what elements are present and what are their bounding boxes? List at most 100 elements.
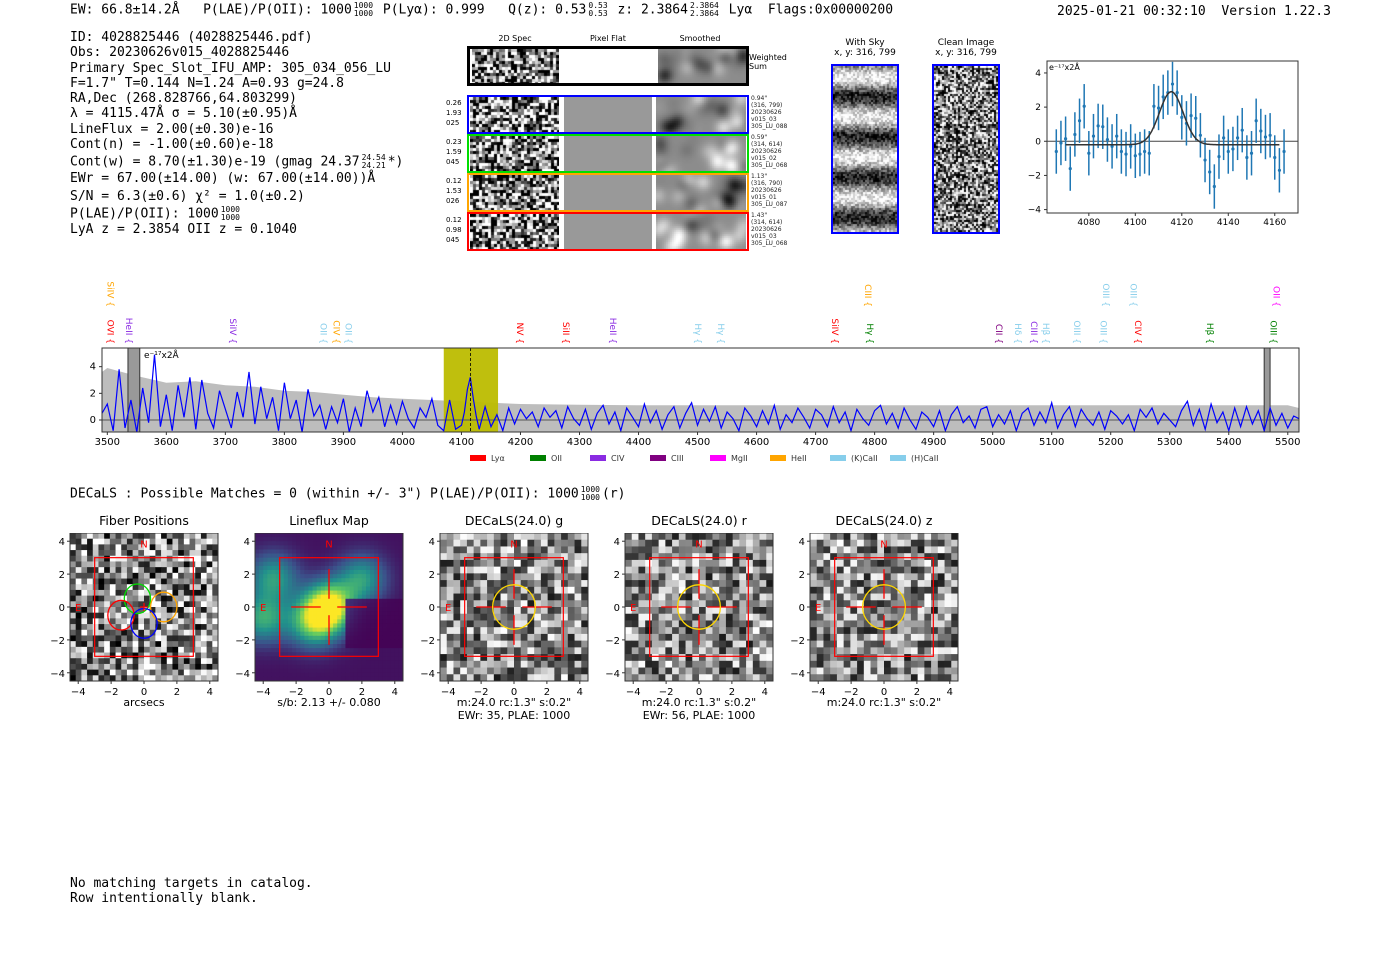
qz-range: 0.53 0.53 bbox=[588, 2, 607, 18]
panel-title: DECaLS(24.0) g bbox=[464, 513, 564, 528]
x-tick-label: 4200 bbox=[508, 437, 533, 448]
flux-line bbox=[102, 354, 1299, 432]
data-point bbox=[1217, 155, 1221, 159]
fiber-stat: 1.93 bbox=[446, 109, 462, 117]
decals-plae-range: 1000 1000 bbox=[581, 486, 600, 502]
x-tick-label: 5000 bbox=[980, 437, 1005, 448]
legend-label: CIII bbox=[671, 454, 684, 463]
weighted-2d-spec-image bbox=[472, 49, 559, 83]
decals-plae-lo: 1000 bbox=[580, 493, 600, 502]
contw-end: *) bbox=[387, 154, 404, 170]
x-tick-label: 4140 bbox=[1217, 218, 1240, 228]
emission-line-label: SiIV { bbox=[227, 318, 237, 344]
emission-line-label: CIII { bbox=[1028, 321, 1038, 344]
data-point bbox=[1115, 134, 1119, 138]
fiber-info-line: (314, 614) bbox=[751, 141, 783, 148]
fiber-stats: 0.12 0.98 045 bbox=[446, 215, 462, 245]
data-point bbox=[1212, 184, 1216, 189]
data-point bbox=[1240, 128, 1244, 132]
fiber-spec-row bbox=[467, 212, 749, 251]
east-label: E bbox=[260, 603, 266, 614]
emission-line-label: HeII { bbox=[123, 318, 133, 344]
x-tick-label: 5200 bbox=[1098, 437, 1123, 448]
data-point bbox=[1129, 144, 1133, 148]
clean-image bbox=[932, 64, 1000, 234]
qz-value: Q(z): 0.53 bbox=[508, 2, 587, 18]
panel-caption: arcsecs bbox=[60, 696, 228, 710]
emission-line-label: Hδ { bbox=[1012, 323, 1022, 344]
fiber-info-line: v015_01 bbox=[751, 194, 777, 201]
fiber-spec-row bbox=[467, 95, 749, 134]
x-tick-label: −2 bbox=[659, 687, 674, 698]
emission-line-label: SiII { bbox=[560, 322, 570, 344]
aperture-box bbox=[649, 557, 749, 657]
gmag-lo: 24.21 bbox=[361, 161, 386, 171]
data-point bbox=[1245, 155, 1249, 160]
fiber-2d-spec-image bbox=[470, 97, 559, 132]
fiber-spec-row bbox=[467, 134, 749, 173]
legend-swatch bbox=[890, 455, 906, 461]
legend-label: (H)CaII bbox=[911, 454, 938, 463]
emission-line-label: OVI { bbox=[104, 320, 114, 344]
data-point bbox=[1161, 95, 1165, 99]
fiber-info-line: v015_03 bbox=[751, 233, 777, 240]
y-tick-label: 2 bbox=[614, 570, 620, 581]
y-tick-label: −2 bbox=[235, 636, 250, 647]
x-tick-label: 0 bbox=[141, 687, 147, 698]
x-tick-label: 3900 bbox=[331, 437, 356, 448]
fiber-info-line: 305_LU_087 bbox=[751, 201, 788, 208]
emission-line-label: OIII { bbox=[1128, 283, 1138, 307]
x-tick-label: 0 bbox=[326, 687, 332, 698]
unit-label: e⁻¹⁷x2Å bbox=[144, 349, 180, 361]
data-point bbox=[1077, 119, 1082, 123]
data-point bbox=[1096, 124, 1100, 128]
plae-lo: 1000 bbox=[353, 9, 374, 18]
footer-line-1: No matching targets in catalog. bbox=[70, 876, 313, 891]
x-tick-label: 4500 bbox=[685, 437, 710, 448]
aperture-box bbox=[464, 557, 564, 657]
x-tick-label: 4160 bbox=[1263, 218, 1286, 228]
cutout-panel-image: N E −4 −4 −2 −2 0 0 2 2 4 4 bbox=[605, 533, 774, 698]
x-tick-label: 3800 bbox=[272, 437, 297, 448]
info-line: Obs: 20230626v015_4028825446 bbox=[70, 45, 290, 61]
y-tick-label: 2 bbox=[90, 388, 96, 399]
fiber-circle bbox=[149, 591, 178, 623]
legend-label: CIV bbox=[611, 454, 625, 463]
legend-label: Lyα bbox=[491, 454, 505, 463]
east-label: E bbox=[75, 603, 81, 614]
x-tick-label: 4300 bbox=[567, 437, 592, 448]
data-point bbox=[1273, 155, 1277, 160]
legend-swatch bbox=[530, 455, 546, 461]
panel-caption-line: EWr: 56, PLAE: 1000 bbox=[642, 708, 756, 722]
fiber-info-line: 305_LU_088 bbox=[751, 123, 788, 130]
info-plae-range: 1000 1000 bbox=[220, 204, 240, 222]
gaussian-fit-curve bbox=[1065, 90, 1280, 146]
emission-line-label: Hγ { bbox=[864, 323, 874, 344]
fiber-smoothed-image bbox=[656, 97, 746, 132]
y-tick-label: −2 bbox=[790, 636, 805, 647]
z-value: z: 2.3864 bbox=[617, 2, 688, 18]
x-tick-label: −4 bbox=[441, 687, 456, 698]
fiber-stat: 0.98 bbox=[446, 226, 462, 234]
cutout-panel-fiber: N E −4 −4 −2 −2 0 0 2 2 4 4 bbox=[50, 533, 219, 698]
data-point bbox=[1263, 135, 1268, 139]
x-tick-label: 3700 bbox=[213, 437, 238, 448]
fiber-smoothed-image bbox=[656, 214, 746, 249]
x-tick-label: 3500 bbox=[95, 437, 120, 448]
panel-caption-line: s/b: 2.13 +/- 0.080 bbox=[277, 696, 381, 709]
info-block: ID: 4028825446 (4028825446.pdf) Obs: 2023… bbox=[70, 30, 403, 237]
emission-line-label: OIII { bbox=[1268, 320, 1278, 344]
with-sky-coords: x, y: 316, 799 bbox=[834, 48, 896, 58]
panel-caption: m:24.0 rc:1.3" s:0.2" bbox=[800, 696, 968, 710]
weighted-smoothed-image bbox=[658, 49, 746, 83]
info-plae-text: P(LAE)/P(OII): 1000 bbox=[70, 206, 219, 222]
timestamp-version: 2025-01-21 00:32:10 Version 1.22.3 bbox=[1057, 4, 1331, 19]
gmag-hi: 24.54 bbox=[361, 153, 386, 163]
clean-image-coords: x, y: 316, 799 bbox=[935, 48, 997, 58]
x-tick-label: 4 bbox=[207, 687, 213, 698]
z-range: 2.3864 2.3864 bbox=[690, 2, 719, 18]
aperture-circle bbox=[491, 584, 537, 630]
fiber-pixel-flat-image bbox=[564, 175, 652, 210]
data-point bbox=[1156, 106, 1161, 110]
info-plae-hi: 1000 bbox=[220, 204, 240, 214]
